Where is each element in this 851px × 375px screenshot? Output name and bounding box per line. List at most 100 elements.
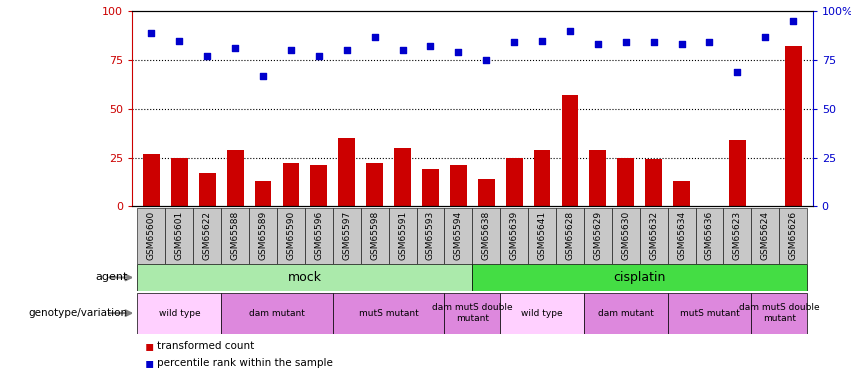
Bar bbox=[472, 264, 807, 291]
Bar bbox=[785, 46, 802, 206]
Bar bbox=[562, 95, 579, 206]
Text: GSM65593: GSM65593 bbox=[426, 211, 435, 260]
Bar bbox=[668, 292, 751, 334]
Bar bbox=[221, 292, 333, 334]
Text: dam mutant: dam mutant bbox=[249, 309, 305, 318]
Text: GSM65628: GSM65628 bbox=[565, 211, 574, 260]
Bar bbox=[305, 208, 333, 264]
Bar bbox=[138, 208, 165, 264]
Bar bbox=[311, 165, 328, 206]
Bar bbox=[165, 208, 193, 264]
Point bbox=[730, 69, 744, 75]
Bar bbox=[254, 181, 271, 206]
Text: mock: mock bbox=[288, 271, 322, 284]
Bar bbox=[723, 208, 751, 264]
Text: genotype/variation: genotype/variation bbox=[29, 308, 128, 318]
Bar bbox=[199, 173, 215, 206]
Text: GSM65590: GSM65590 bbox=[287, 211, 295, 260]
Text: GSM65639: GSM65639 bbox=[510, 211, 518, 260]
Text: ▪: ▪ bbox=[145, 339, 154, 353]
Bar bbox=[361, 208, 389, 264]
Point bbox=[786, 18, 800, 24]
Bar bbox=[138, 292, 221, 334]
Text: GSM65622: GSM65622 bbox=[203, 211, 212, 260]
Bar bbox=[612, 208, 640, 264]
Bar bbox=[668, 208, 695, 264]
Text: percentile rank within the sample: percentile rank within the sample bbox=[157, 358, 334, 368]
Bar bbox=[333, 208, 361, 264]
Bar bbox=[171, 158, 188, 206]
Bar bbox=[695, 208, 723, 264]
Bar bbox=[394, 148, 411, 206]
Text: GSM65600: GSM65600 bbox=[147, 211, 156, 260]
Bar bbox=[333, 292, 444, 334]
Bar bbox=[780, 208, 807, 264]
Point bbox=[452, 49, 465, 55]
Text: transformed count: transformed count bbox=[157, 341, 254, 351]
Text: cisplatin: cisplatin bbox=[614, 271, 665, 284]
Text: wild type: wild type bbox=[158, 309, 200, 318]
Bar bbox=[478, 179, 494, 206]
Bar bbox=[444, 292, 500, 334]
Bar bbox=[729, 140, 745, 206]
Text: GSM65591: GSM65591 bbox=[398, 211, 407, 260]
Bar bbox=[673, 181, 690, 206]
Bar bbox=[500, 292, 584, 334]
Bar bbox=[249, 208, 277, 264]
Bar bbox=[472, 208, 500, 264]
Bar bbox=[389, 208, 416, 264]
Bar bbox=[450, 165, 466, 206]
Bar bbox=[444, 208, 472, 264]
Bar bbox=[751, 292, 807, 334]
Bar bbox=[366, 164, 383, 206]
Bar bbox=[505, 158, 523, 206]
Bar bbox=[534, 150, 551, 206]
Bar bbox=[617, 158, 634, 206]
Bar bbox=[277, 208, 305, 264]
Bar bbox=[590, 150, 606, 206]
Point bbox=[312, 53, 326, 59]
Text: agent: agent bbox=[95, 273, 128, 282]
Bar bbox=[640, 208, 668, 264]
Bar bbox=[221, 208, 249, 264]
Point bbox=[479, 57, 493, 63]
Point bbox=[284, 47, 298, 53]
Point bbox=[201, 53, 214, 59]
Point bbox=[340, 47, 353, 53]
Bar bbox=[500, 208, 528, 264]
Text: wild type: wild type bbox=[522, 309, 563, 318]
Text: dam mutS double
mutant: dam mutS double mutant bbox=[739, 303, 820, 323]
Text: ▪: ▪ bbox=[145, 356, 154, 370]
Point bbox=[563, 28, 577, 34]
Text: GSM65596: GSM65596 bbox=[314, 211, 323, 260]
Point bbox=[507, 39, 521, 45]
Bar bbox=[556, 208, 584, 264]
Point bbox=[368, 34, 381, 40]
Bar bbox=[584, 292, 668, 334]
Text: GSM65638: GSM65638 bbox=[482, 211, 491, 260]
Text: GSM65588: GSM65588 bbox=[231, 211, 240, 260]
Text: dam mutS double
mutant: dam mutS double mutant bbox=[432, 303, 512, 323]
Bar bbox=[645, 159, 662, 206]
Text: GSM65594: GSM65594 bbox=[454, 211, 463, 260]
Text: GSM65632: GSM65632 bbox=[649, 211, 658, 260]
Point bbox=[675, 41, 688, 47]
Point bbox=[173, 38, 186, 44]
Bar bbox=[193, 208, 221, 264]
Text: GSM65629: GSM65629 bbox=[593, 211, 603, 260]
Text: GSM65624: GSM65624 bbox=[761, 211, 770, 260]
Text: GSM65597: GSM65597 bbox=[342, 211, 351, 260]
Point bbox=[758, 34, 772, 40]
Point bbox=[703, 39, 717, 45]
Text: GSM65623: GSM65623 bbox=[733, 211, 742, 260]
Text: mutS mutant: mutS mutant bbox=[359, 309, 419, 318]
Bar bbox=[226, 150, 243, 206]
Text: mutS mutant: mutS mutant bbox=[680, 309, 740, 318]
Text: GSM65636: GSM65636 bbox=[705, 211, 714, 260]
Text: GSM65641: GSM65641 bbox=[538, 211, 546, 260]
Bar bbox=[339, 138, 355, 206]
Text: GSM65634: GSM65634 bbox=[677, 211, 686, 260]
Bar bbox=[584, 208, 612, 264]
Bar bbox=[416, 208, 444, 264]
Bar bbox=[283, 164, 300, 206]
